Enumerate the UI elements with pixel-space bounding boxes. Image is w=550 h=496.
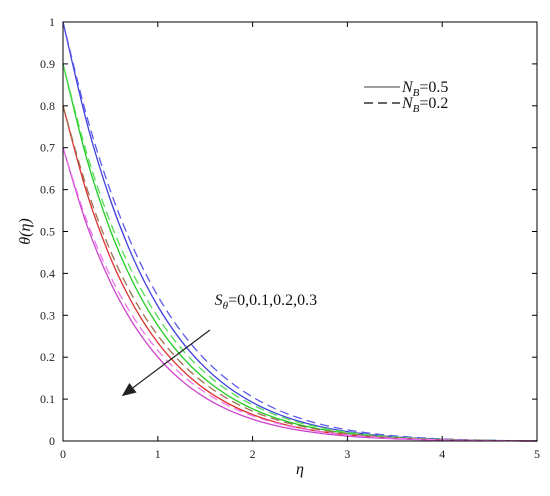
annotation: Sθ=0,0.1,0.2,0.3: [121, 292, 317, 397]
annotation-label: Sθ=0,0.1,0.2,0.3: [215, 292, 317, 312]
y-tick-label-2: 0.2: [40, 350, 55, 364]
y-tick-label-7: 0.7: [40, 141, 55, 155]
legend-value: =0.2: [419, 95, 448, 112]
annotation-symbol: S: [215, 292, 223, 309]
x-axis-label: η: [296, 461, 304, 478]
series-line-s0.1-nb0.5: [62, 63, 538, 442]
y-tick-label-4: 0.4: [40, 266, 55, 280]
y-tick-label-8: 0.8: [40, 99, 55, 113]
axis-ticks: 0 1 2 3 4 5 0 0.1 0.2 0.3 0.4 0.5 0.6 0.7 0.8 0.9 1: [40, 15, 540, 461]
x-tick-label-5: 5: [534, 447, 540, 461]
legend-subscript: B: [413, 87, 420, 99]
y-tick-label-0: 0: [49, 434, 55, 448]
y-tick-label-10: 1: [49, 15, 55, 29]
annotation-arrow-line: [132, 329, 211, 389]
x-tick-label-1: 1: [155, 447, 161, 461]
legend-value: =0.5: [419, 79, 448, 96]
y-tick-label-1: 0.1: [40, 392, 55, 406]
x-tick-label-2: 2: [250, 447, 256, 461]
x-tick-label-4: 4: [439, 447, 445, 461]
legend-entry-nb-0.5: NB=0.5: [401, 79, 448, 99]
series-line-s0-nb0.2: [62, 21, 538, 442]
y-tick-label-9: 0.9: [40, 57, 55, 71]
legend-symbol: N: [401, 95, 414, 112]
x-tick-label-3: 3: [344, 447, 350, 461]
legend: NB=0.5 NB=0.2: [364, 79, 448, 115]
legend-symbol: N: [401, 79, 414, 96]
y-tick-label-5: 0.5: [40, 225, 55, 239]
annotation-value: =0,0.1,0.2,0.3: [228, 292, 317, 309]
series-curves: [62, 21, 538, 442]
y-tick-label-3: 0.3: [40, 308, 55, 322]
y-tick-label-6: 0.6: [40, 183, 55, 197]
annotation-arrow-head: [121, 382, 137, 397]
plot-area-frame: [62, 21, 538, 442]
series-line-s0-nb0.5: [62, 21, 538, 442]
series-line-s0.3-nb0.2: [62, 147, 538, 442]
annotation-subscript: θ: [223, 300, 229, 312]
y-axis-label: θ(η): [17, 218, 34, 244]
series-line-s0.1-nb0.2: [62, 63, 538, 442]
x-tick-label-0: 0: [60, 447, 66, 461]
legend-entry-nb-0.2: NB=0.2: [401, 95, 448, 115]
legend-subscript: B: [413, 103, 420, 115]
